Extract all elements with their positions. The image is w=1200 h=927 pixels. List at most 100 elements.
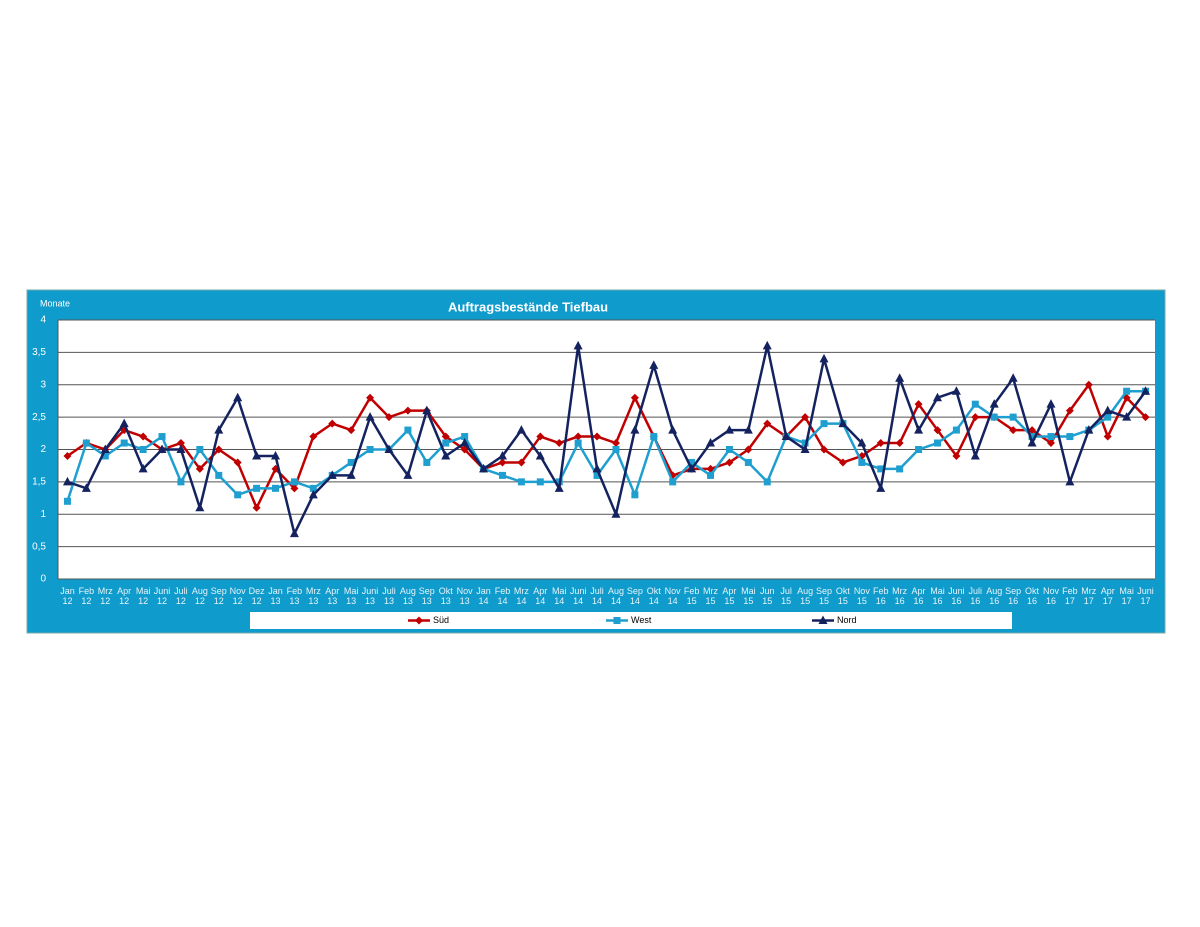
data-point <box>707 471 715 479</box>
x-tick-label: Sep 12 <box>210 586 227 606</box>
data-point <box>951 386 961 395</box>
x-tick-label: Apr 14 <box>533 586 548 606</box>
x-tick-label: Nov 14 <box>664 586 681 606</box>
series-line <box>66 383 1147 510</box>
data-point <box>744 458 752 466</box>
data-point <box>1123 387 1131 395</box>
data-point <box>895 439 904 448</box>
x-tick-label: Nov 13 <box>456 586 473 606</box>
data-point <box>346 470 356 479</box>
data-point <box>725 458 734 467</box>
data-point <box>196 446 204 453</box>
data-point <box>290 478 298 486</box>
data-point <box>328 419 337 428</box>
data-point <box>384 413 393 422</box>
data-point <box>404 426 412 434</box>
x-tick-label: Apr 12 <box>117 586 132 606</box>
data-point <box>347 426 356 435</box>
data-point <box>195 502 205 512</box>
data-point <box>762 340 772 350</box>
x-tick-label: Juli 16 <box>968 586 983 606</box>
data-point <box>1104 413 1112 421</box>
legend-marker <box>818 615 828 624</box>
data-point <box>120 439 128 447</box>
y-axis-label: Monate <box>40 298 70 308</box>
x-tick-label: Apr 13 <box>325 586 340 606</box>
data-point <box>1066 433 1074 441</box>
data-point <box>952 426 960 434</box>
data-point <box>441 432 450 441</box>
data-point <box>554 483 564 492</box>
data-point <box>763 419 772 428</box>
data-point <box>498 471 506 479</box>
data-point <box>423 458 431 466</box>
y-tick-label: 0 <box>40 574 46 585</box>
legend <box>250 612 1012 629</box>
x-tick-label: Juli 14 <box>590 586 604 606</box>
data-point <box>877 465 885 473</box>
y-tick-label: 3,5 <box>32 347 46 358</box>
x-tick-label: Feb 16 <box>872 586 889 606</box>
x-tick-label: Aug 14 <box>607 586 624 606</box>
data-point <box>915 446 923 453</box>
data-point <box>593 471 601 479</box>
x-tick-label: Apr 17 <box>1100 586 1115 606</box>
data-point <box>801 413 810 422</box>
legend-label: Süd <box>433 615 449 625</box>
data-point <box>215 471 223 479</box>
data-point <box>233 392 243 402</box>
data-point <box>1047 433 1055 441</box>
y-tick-label: 1 <box>40 509 46 520</box>
data-point <box>516 425 526 434</box>
x-tick-label: Jul 15 <box>780 586 792 606</box>
data-point <box>1084 425 1094 434</box>
data-point <box>971 400 979 408</box>
data-point <box>593 432 602 441</box>
data-point <box>1008 373 1018 382</box>
x-tick-label: Feb 14 <box>494 586 511 606</box>
data-point <box>555 439 564 448</box>
data-point <box>933 426 942 435</box>
data-point <box>309 484 317 492</box>
data-point <box>461 433 469 441</box>
data-point <box>460 438 470 447</box>
x-tick-label: Sep 13 <box>418 586 435 606</box>
x-tick-label: Juni 17 <box>1137 586 1154 606</box>
data-point <box>347 458 355 466</box>
x-tick-label: Aug 15 <box>797 586 814 606</box>
x-tick-label: Okt 14 <box>646 586 661 606</box>
data-point <box>63 451 72 460</box>
data-point <box>932 392 942 402</box>
data-point <box>1065 476 1075 486</box>
x-tick-label: Juni 16 <box>948 586 965 606</box>
data-point <box>574 432 583 441</box>
data-point <box>820 420 828 428</box>
x-tick-label: Mai 16 <box>930 586 945 606</box>
data-point <box>1009 426 1018 435</box>
data-point <box>573 340 583 350</box>
data-point <box>669 478 677 486</box>
data-point <box>838 458 847 467</box>
data-point <box>195 464 204 473</box>
data-point <box>1065 406 1074 415</box>
x-tick-label: Okt 15 <box>835 586 850 606</box>
x-tick-label: Aug 16 <box>986 586 1003 606</box>
data-point <box>403 470 413 479</box>
data-point <box>706 438 716 447</box>
data-point <box>233 458 242 467</box>
x-tick-label: Nov 12 <box>229 586 246 606</box>
data-point <box>649 360 659 369</box>
x-tick-label: Aug 12 <box>191 586 208 606</box>
data-point <box>517 478 525 486</box>
y-tick-label: 1,5 <box>32 477 46 488</box>
data-point <box>1103 432 1112 441</box>
x-tick-label: Sep 14 <box>626 586 643 606</box>
data-point <box>990 413 998 421</box>
x-tick-label: Feb 17 <box>1062 586 1078 606</box>
data-point <box>384 444 394 453</box>
x-tick-label: Okt 13 <box>438 586 453 606</box>
x-tick-label: Feb 13 <box>286 586 303 606</box>
x-tick-label: Mrz 17 <box>1081 586 1097 606</box>
data-point <box>252 503 261 512</box>
